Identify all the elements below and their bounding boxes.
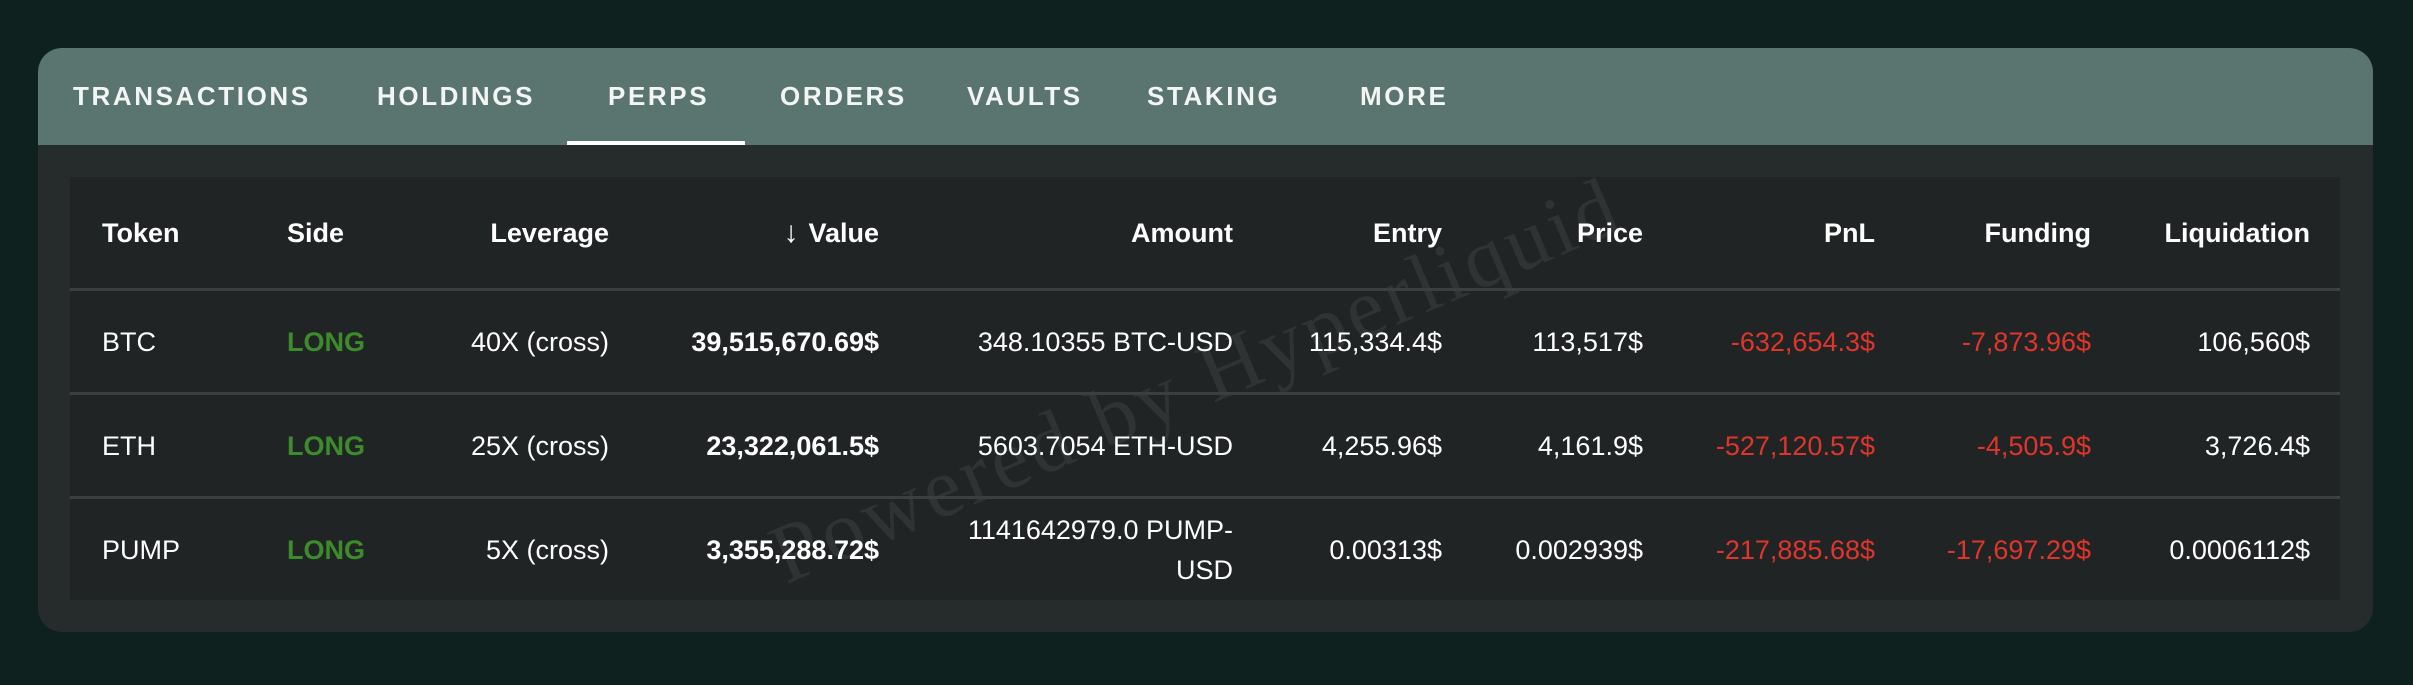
- tab-perps[interactable]: PERPS: [608, 81, 710, 111]
- table-row[interactable]: ETH LONG 25X (cross) 23,322,061.5$ 5603.7054…: [70, 395, 2340, 499]
- cell-liquidation: 3,726.4$: [2204, 430, 2310, 461]
- column-header-label: PnL: [1824, 217, 1875, 248]
- cell-liquidation: 0.0006112$: [2169, 534, 2310, 565]
- column-header-entry[interactable]: Entry: [1250, 177, 1442, 288]
- cell-pnl: -217,885.68$: [1715, 534, 1875, 565]
- tab-staking[interactable]: STAKING: [1147, 81, 1281, 111]
- cell-leverage: 5X (cross): [485, 534, 609, 565]
- cell-token: ETH: [102, 430, 156, 461]
- tab-more[interactable]: MORE: [1360, 81, 1449, 111]
- column-header-liquidation[interactable]: Liquidation: [2105, 177, 2310, 288]
- column-header-leverage[interactable]: Leverage: [449, 177, 609, 288]
- column-header-label: Token: [102, 217, 180, 248]
- portfolio-card: TRANSACTIONS HOLDINGS PERPS ORDERS VAULT…: [38, 48, 2373, 632]
- tab-bar: TRANSACTIONS HOLDINGS PERPS ORDERS VAULT…: [38, 48, 2373, 145]
- column-header-side[interactable]: Side: [287, 177, 437, 288]
- column-header-amount[interactable]: Amount: [930, 177, 1233, 288]
- cell-pnl: -527,120.57$: [1715, 430, 1875, 461]
- column-header-label: Funding: [1984, 217, 2091, 248]
- cell-value: 3,355,288.72$: [706, 534, 879, 565]
- tab-transactions[interactable]: TRANSACTIONS: [73, 81, 311, 111]
- cell-token: PUMP: [102, 534, 181, 565]
- cell-funding: -17,697.29$: [1946, 534, 2091, 565]
- column-header-label: Side: [287, 217, 345, 248]
- cell-token: BTC: [102, 326, 156, 357]
- column-header-token[interactable]: Token: [102, 177, 262, 288]
- cell-value: 39,515,670.69$: [691, 326, 879, 357]
- cell-funding: -7,873.96$: [1961, 326, 2091, 357]
- active-tab-indicator: [567, 141, 745, 145]
- column-header-label: Liquidation: [2164, 217, 2310, 248]
- cell-amount: 348.10355 BTC-USD: [977, 326, 1233, 357]
- column-header-label: Leverage: [490, 217, 609, 248]
- cell-price: 4,161.9$: [1537, 430, 1643, 461]
- column-header-value[interactable]: ↓ Value: [630, 177, 879, 288]
- cell-value: 23,322,061.5$: [706, 430, 879, 461]
- column-header-label: Price: [1576, 217, 1643, 248]
- cell-entry: 115,334.4$: [1308, 326, 1442, 357]
- tab-orders[interactable]: ORDERS: [780, 81, 907, 111]
- cell-entry: 0.00313$: [1329, 534, 1442, 565]
- cell-side: LONG: [287, 326, 365, 357]
- cell-funding: -4,505.9$: [1976, 430, 2091, 461]
- tab-holdings[interactable]: HOLDINGS: [377, 81, 536, 111]
- table-header-row: Token Side Leverage ↓ Value Amount Entry Price P…: [70, 177, 2340, 291]
- column-header-label: Amount: [1131, 217, 1233, 248]
- cell-price: 113,517$: [1532, 326, 1643, 357]
- column-header-funding[interactable]: Funding: [1890, 177, 2091, 288]
- cell-liquidation: 106,560$: [2197, 326, 2310, 357]
- table-row[interactable]: PUMP LONG 5X (cross) 3,355,288.72$ 114164297…: [70, 499, 2340, 600]
- cell-amount: 5603.7054 ETH-USD: [977, 430, 1233, 461]
- column-header-label: Entry: [1372, 217, 1442, 248]
- cell-leverage: 25X (cross): [470, 430, 609, 461]
- cell-entry: 4,255.96$: [1321, 430, 1442, 461]
- cell-amount: 1141642979.0 PUMP-USD: [967, 514, 1233, 585]
- column-header-pnl[interactable]: PnL: [1660, 177, 1875, 288]
- perps-table: Powered by Hyperliquid Token Side Leverage…: [70, 159, 2340, 602]
- cell-pnl: -632,654.3$: [1730, 326, 1875, 357]
- column-header-price[interactable]: Price: [1460, 177, 1643, 288]
- cell-price: 0.002939$: [1515, 534, 1643, 565]
- cell-side: LONG: [287, 430, 365, 461]
- table-row[interactable]: BTC LONG 40X (cross) 39,515,670.69$ 348.1035…: [70, 291, 2340, 395]
- cell-leverage: 40X (cross): [470, 326, 609, 357]
- cell-side: LONG: [287, 534, 365, 565]
- arrow-down-icon: ↓: [783, 215, 799, 249]
- tab-vaults[interactable]: VAULTS: [967, 81, 1083, 111]
- column-header-label: Value: [808, 217, 879, 248]
